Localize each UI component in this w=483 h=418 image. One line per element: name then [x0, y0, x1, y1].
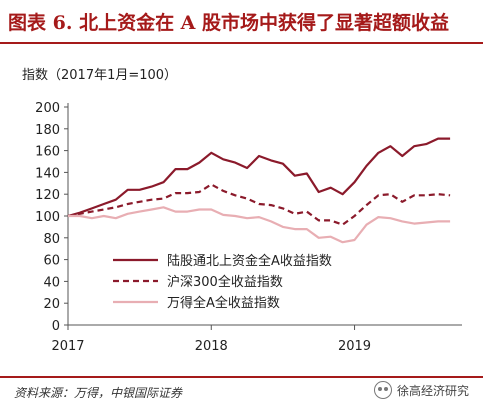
y-axis-label: 指数（2017年1月=100） [22, 68, 178, 83]
legend-label: 陆股通北上资金全A收益指数 [167, 253, 332, 269]
watermark: 徐高经济研究 [373, 381, 469, 399]
x-tick-label: 2017 [51, 339, 84, 354]
chart-area: 0 20 40 60 80 100 120 140 160 180 200 2017 2018 2019 … [0, 90, 483, 370]
y-tick-label: 100 [35, 210, 60, 225]
y-tick-label: 80 [43, 232, 60, 247]
y-tick-label: 200 [35, 101, 60, 116]
y-tick-label: 160 [35, 145, 60, 160]
legend-label: 万得全A全收益指数 [167, 295, 280, 311]
y-tick-label: 140 [35, 166, 60, 181]
y-tick-label: 120 [35, 188, 60, 203]
title-rule [0, 42, 483, 44]
figure-title: 图表 6. 北上资金在 A 股市场中获得了显著超额收益 [8, 12, 450, 34]
legend-label: 沪深300全收益指数 [167, 274, 283, 290]
x-tick-label: 2019 [338, 339, 371, 354]
y-tick-label: 0 [52, 319, 60, 334]
x-tick-label: 2018 [195, 339, 228, 354]
chart-series [67, 137, 451, 244]
y-tick-label: 20 [43, 297, 60, 312]
source-note: 资料来源：万得，中银国际证券 [14, 386, 183, 400]
wechat-icon [373, 381, 392, 399]
series-line-1 [67, 137, 451, 218]
y-tick-label: 60 [43, 254, 60, 269]
y-tick-label: 180 [35, 123, 60, 138]
series-line-3 [68, 206, 451, 244]
footer-rule [0, 376, 483, 378]
y-tick-label: 40 [43, 275, 60, 290]
chart-axes: 0 20 40 60 80 100 120 140 160 180 200 2017 2018 2019 [35, 101, 462, 354]
watermark-text: 徐高经济研究 [396, 383, 469, 398]
series-line-2 [67, 183, 451, 226]
